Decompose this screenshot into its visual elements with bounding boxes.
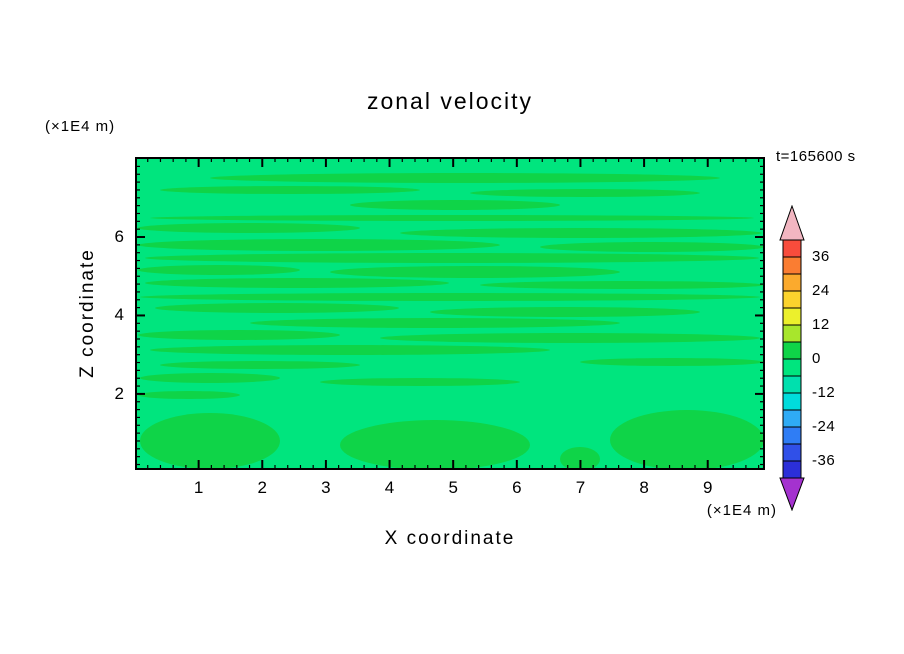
colorbar-tick-label: -24 bbox=[812, 418, 836, 435]
y-tick-label: 6 bbox=[114, 227, 124, 246]
colorbar-tick-label: 0 bbox=[812, 350, 821, 367]
colorbar-tick-label: 24 bbox=[812, 282, 830, 299]
colorbar-tick-label: 36 bbox=[812, 248, 830, 265]
colorbar-tick-label: -12 bbox=[812, 384, 836, 401]
y-tick-label: 2 bbox=[114, 383, 124, 403]
colorbar-labels: 36 24 12 0 -12 -24 -36 bbox=[812, 205, 872, 511]
x-tick-label: 1 bbox=[193, 478, 204, 497]
x-tick-label: 7 bbox=[575, 478, 586, 497]
y-tick-label: 4 bbox=[114, 305, 124, 325]
colorbar bbox=[779, 204, 805, 512]
x-tick-label: 6 bbox=[512, 478, 522, 497]
x-tick-label: 9 bbox=[702, 478, 713, 497]
x-tick-labels: 1 2 3 4 5 6 7 8 9 bbox=[135, 478, 765, 498]
x-tick-label: 5 bbox=[448, 478, 458, 497]
x-axis-unit-label: (×1E4 m) bbox=[706, 502, 777, 519]
y-tick-labels: 2 4 6 bbox=[88, 157, 124, 470]
x-tick-label: 8 bbox=[639, 478, 649, 497]
x-tick-label: 2 bbox=[257, 478, 267, 497]
contour-plot-area bbox=[135, 157, 765, 471]
contour-field bbox=[135, 157, 765, 471]
colorbar-tick-label: 12 bbox=[812, 316, 830, 333]
colorbar-scale bbox=[779, 204, 805, 512]
timestamp-label: t=165600 s bbox=[776, 148, 856, 165]
chart-title: zonal velocity bbox=[366, 88, 534, 114]
y-axis-unit-label: (×1E4 m) bbox=[45, 118, 116, 135]
x-tick-label: 3 bbox=[321, 478, 331, 497]
x-axis-title: X coordinate bbox=[384, 528, 516, 549]
x-tick-label: 4 bbox=[384, 478, 395, 497]
colorbar-tick-label: -36 bbox=[812, 452, 836, 469]
